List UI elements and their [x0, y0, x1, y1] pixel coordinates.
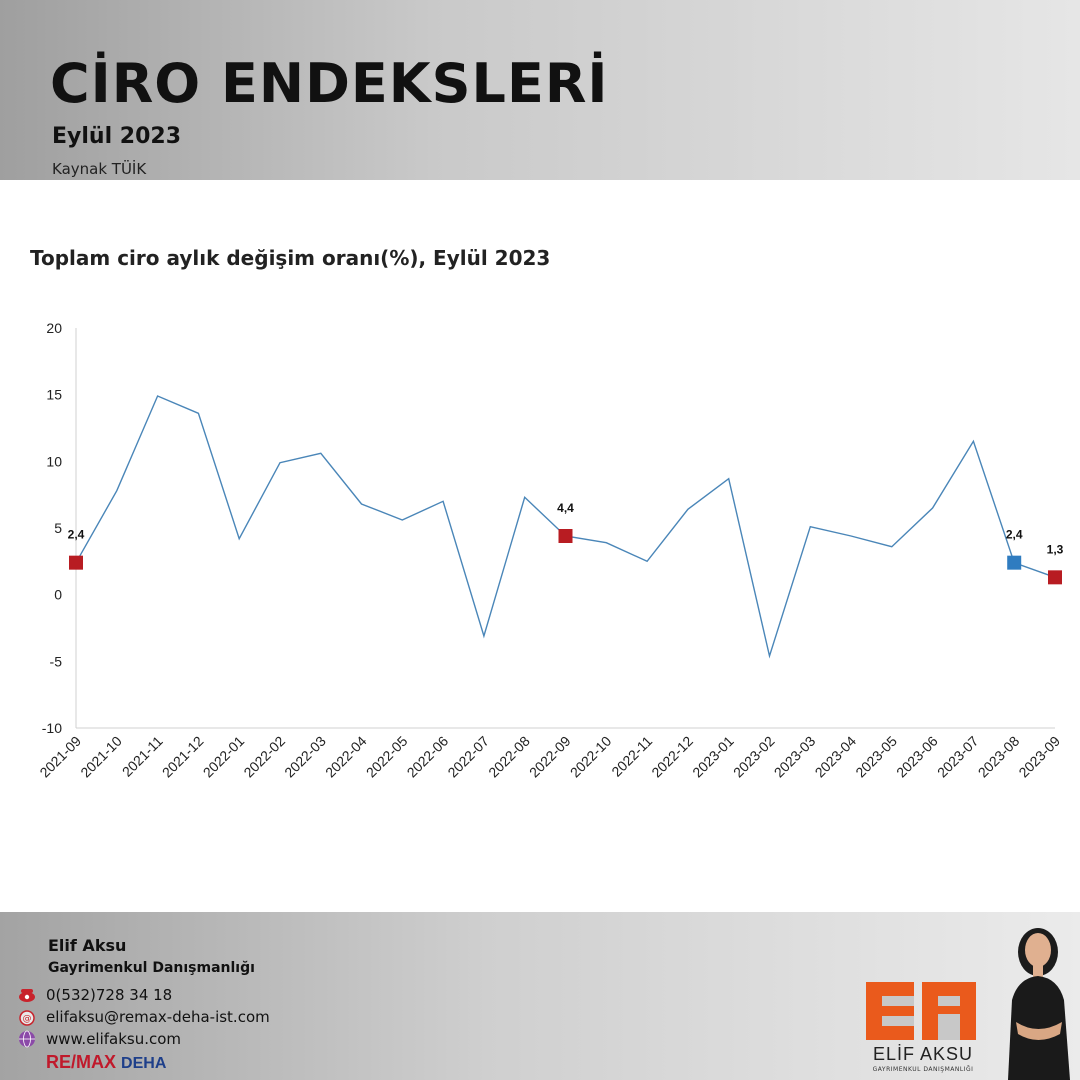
- y-tick-label: -5: [50, 653, 63, 669]
- x-tick-label: 2022-07: [444, 733, 492, 781]
- data-marker: [558, 529, 573, 543]
- page-subtitle: Eylül 2023: [52, 124, 182, 149]
- x-tick-label: 2022-12: [648, 733, 696, 781]
- x-tick-label: 2023-05: [852, 733, 900, 781]
- highlight-markers: 2,4 4,4 2,4 1,3: [68, 501, 1064, 585]
- data-marker: [1007, 555, 1022, 570]
- y-tick-label: 20: [46, 320, 62, 336]
- x-tick-label: 2023-01: [689, 733, 737, 781]
- ea-logo-mark: [866, 982, 976, 1040]
- x-tick-label: 2022-05: [363, 733, 411, 781]
- x-tick-label: 2021-10: [77, 733, 125, 781]
- x-tick-label: 2022-02: [240, 733, 288, 781]
- series-line: [75, 395, 1056, 659]
- x-tick-label: 2023-04: [812, 733, 860, 781]
- x-tick-label: 2022-06: [404, 733, 452, 781]
- y-tick-label: -10: [42, 720, 62, 736]
- x-tick-label: 2022-10: [567, 733, 615, 781]
- logo-text: ELİF AKSU: [872, 1044, 974, 1064]
- x-tick-label: 2021-11: [119, 733, 166, 780]
- y-tick-label: 5: [54, 520, 62, 536]
- data-marker: [69, 555, 83, 570]
- phone-number[interactable]: 0(532)728 34 18: [46, 986, 173, 1004]
- x-tick-label: 2023-08: [975, 733, 1023, 781]
- x-tick-labels: 2021-092021-102021-112021-122022-012022-…: [36, 733, 1063, 781]
- data-label: 4,4: [557, 501, 574, 515]
- agent-role: Gayrimenkul Danışmanlığı: [48, 960, 255, 976]
- data-label: 1,3: [1047, 542, 1064, 556]
- svg-text:@: @: [23, 1014, 32, 1024]
- source-label: Kaynak TÜİK: [52, 160, 147, 178]
- x-tick-label: 2022-01: [200, 733, 248, 781]
- line-chart: 20 15 10 5 0 -5 -10 2021-092021-102021-112021-…: [36, 320, 1064, 781]
- data-label: 2,4: [68, 528, 85, 542]
- chart-title: Toplam ciro aylık değişim oranı(%), Eylü…: [30, 246, 551, 270]
- y-tick-labels: 20 15 10 5 0 -5 -10: [42, 320, 62, 736]
- y-tick-label: 10: [46, 453, 62, 469]
- x-tick-label: 2022-09: [526, 733, 574, 781]
- phone-row[interactable]: 0(532)728 34 18: [16, 985, 172, 1005]
- globe-icon: [16, 1030, 38, 1048]
- x-tick-label: 2022-08: [485, 733, 533, 781]
- email-row[interactable]: @ elifaksu@remax-deha-ist.com: [16, 1007, 270, 1027]
- x-tick-label: 2022-04: [322, 733, 370, 781]
- x-tick-label: 2021-09: [36, 733, 84, 781]
- x-tick-label: 2023-07: [934, 733, 982, 781]
- email-icon: @: [16, 1008, 38, 1026]
- x-tick-label: 2023-03: [771, 733, 819, 781]
- x-tick-label: 2023-06: [893, 733, 941, 781]
- agent-portrait: [1008, 928, 1070, 1080]
- website-url[interactable]: www.elifaksu.com: [46, 1030, 182, 1048]
- x-tick-label: 2023-09: [1015, 733, 1063, 781]
- x-tick-label: 2022-03: [281, 733, 329, 781]
- phone-icon: [16, 986, 38, 1004]
- x-tick-label: 2023-02: [730, 733, 778, 781]
- data-marker: [1048, 570, 1062, 585]
- agent-name: Elif Aksu: [48, 936, 127, 955]
- y-tick-label: 15: [46, 387, 62, 403]
- remax-logo: RE/MAX DEHA: [46, 1052, 167, 1072]
- x-tick-label: 2021-12: [159, 733, 207, 781]
- data-label: 2,4: [1006, 528, 1023, 542]
- logo-subtext: GAYRIMENKUL DANIŞMANLIĞI: [872, 1066, 974, 1073]
- header-banner: CİRO ENDEKSLERİ Eylül 2023 Kaynak TÜİK: [0, 0, 1080, 180]
- y-tick-label: 0: [54, 587, 62, 603]
- x-tick-label: 2022-11: [608, 733, 655, 780]
- website-row[interactable]: www.elifaksu.com: [16, 1029, 181, 1049]
- email-address[interactable]: elifaksu@remax-deha-ist.com: [46, 1008, 270, 1026]
- page-title: CİRO ENDEKSLERİ: [50, 52, 609, 115]
